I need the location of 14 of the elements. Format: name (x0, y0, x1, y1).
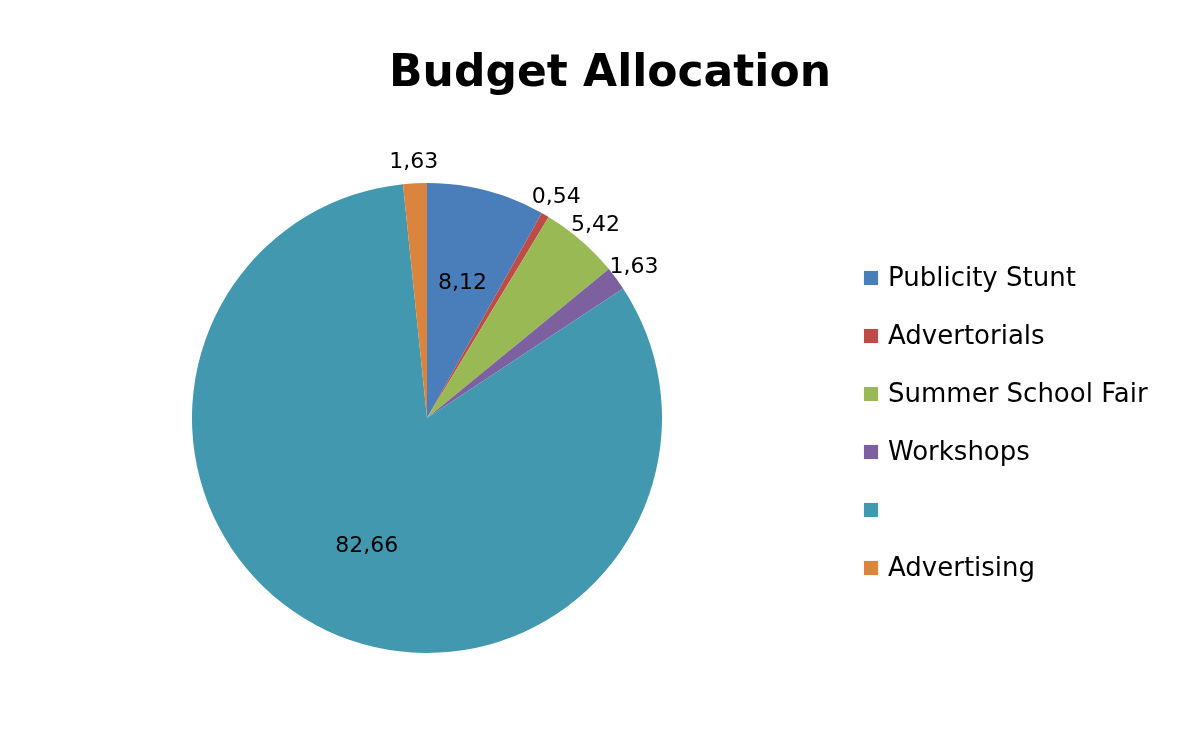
legend-label: Advertorials (888, 320, 1045, 350)
data-label: 82,66 (335, 532, 399, 558)
data-label: 0,54 (531, 182, 581, 208)
pie-slice (427, 212, 549, 418)
legend-label: Summer School Fair (888, 378, 1148, 408)
data-label: 8,12 (438, 268, 488, 294)
legend-label: Publicity Stunt (888, 262, 1076, 292)
legend-label: Workshops (888, 436, 1030, 466)
data-label: 1,63 (609, 252, 659, 278)
chart-title: Budget Allocation (389, 45, 831, 96)
data-label: 1,63 (389, 148, 439, 174)
legend-label: Advertising (888, 552, 1036, 582)
data-label: 5,42 (570, 210, 620, 236)
pie-slice (192, 184, 662, 653)
